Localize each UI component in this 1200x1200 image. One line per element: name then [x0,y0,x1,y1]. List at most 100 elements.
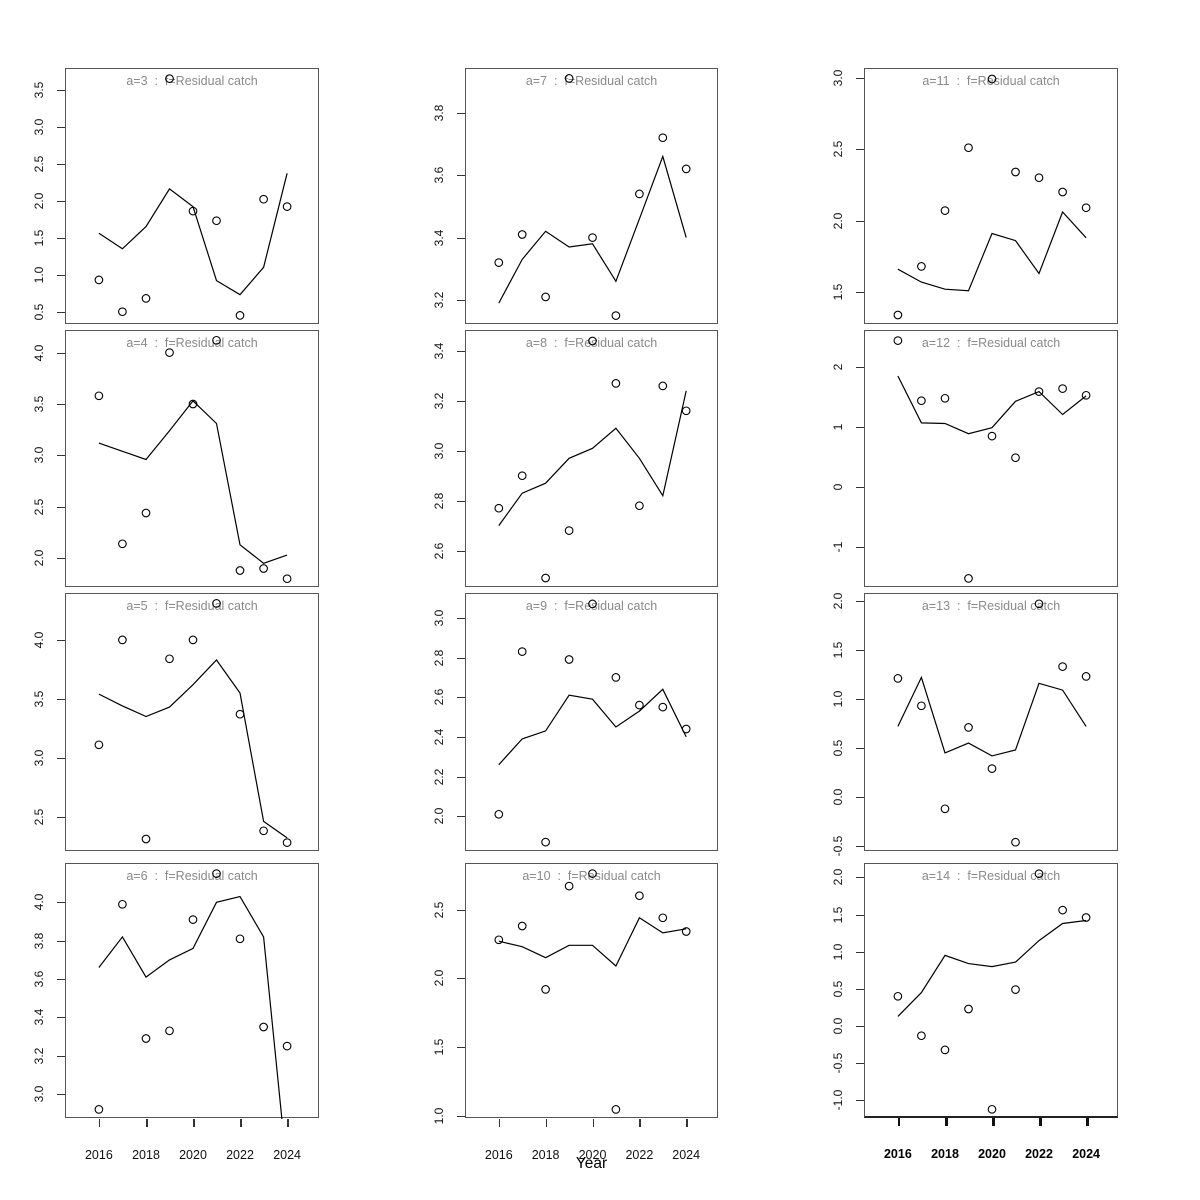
y-tick [856,547,864,549]
fit-line-a-5 [98,659,288,839]
panel-a-3: a=3 : f=Residual catch 0.5 1.0 1.5 2.0 2.5 3.0… [32,68,319,324]
data-point [564,74,574,83]
y-tick-label-text: 2.8 [432,649,446,666]
y-tick-label-text: -0.5 [831,1052,845,1074]
y-tick [856,292,864,294]
y-tick-label-text: 3.2 [432,392,446,410]
data-point [259,1022,268,1032]
data-point [541,837,550,847]
y-tick [856,367,864,368]
y-tick [457,175,465,177]
data-point [94,740,104,750]
data-point [141,508,151,518]
data-point [893,991,903,1001]
data-point [188,206,198,216]
data-point [1011,453,1020,463]
y-tick-label-text: 1 [831,423,845,431]
data-point [235,311,245,320]
data-point [940,1045,950,1055]
data-point [1034,599,1044,609]
y-tick-label-text: -1 [831,541,845,553]
y-tick [856,427,864,429]
x-tick [897,1118,901,1126]
data-point [987,764,997,773]
y-tick-label-text: 1.0 [831,690,845,708]
y-tick [57,237,65,239]
plot-a-14 [893,869,1091,1114]
y-tick [856,988,864,990]
data-point [658,133,668,143]
data-point [987,1104,997,1114]
data-point [212,216,221,226]
data-point [494,503,504,513]
data-point [635,891,644,901]
y-tick-label-text: 3.4 [32,1009,46,1026]
plot-a-12 [893,336,1091,583]
x-tick [98,1119,101,1127]
data-point [635,700,644,710]
y-tick [457,657,465,659]
x-tick-label-text: 2018 [132,1148,160,1162]
y-tick [457,776,465,778]
data-point [681,927,691,936]
data-point [611,311,621,320]
data-point [94,391,104,401]
data-point [588,599,597,609]
fit-line-a-9 [498,688,687,766]
data-point [635,501,644,511]
panel-a-11: a=11 : f=Residual catch 1.5 2.0 2.5 3.0 [831,68,1118,324]
fit-line-a-3 [98,173,288,296]
y-tick [57,89,65,91]
data-point [494,258,504,267]
data-point [165,654,174,664]
y-tick [856,748,864,749]
data-point [1058,187,1067,197]
data-point [564,526,574,535]
x-tick [945,1118,948,1126]
data-point [165,74,174,83]
data-point [564,655,574,664]
y-tick [457,550,465,552]
y-tick [57,163,65,165]
y-tick [57,126,65,128]
y-tick-label-text: 1.0 [32,266,46,284]
data-point [118,899,127,909]
y-tick [457,1116,465,1118]
data-point [917,262,926,271]
y-tick-label-text: 3.0 [831,69,845,86]
y-tick [856,699,864,700]
y-tick-label-text: 3.5 [32,690,46,708]
data-point [282,574,292,584]
data-point [893,310,903,320]
fit-line-a-6 [98,895,283,1119]
y-tick-label-text: 1.0 [432,1107,446,1125]
data-point [282,838,292,847]
data-point [118,635,127,645]
y-tick [856,846,864,848]
y-tick-label-text: 3.8 [32,932,46,950]
y-tick [57,639,65,641]
y-tick-label-text: 0.0 [831,1017,845,1035]
data-point [893,336,903,345]
y-tick-label-text: 1.5 [831,641,845,659]
y-tick [57,902,65,904]
y-tick [457,351,465,352]
data-point [94,1105,104,1114]
data-point [94,275,104,285]
y-tick [856,914,864,916]
y-tick [457,909,465,911]
data-point [917,1031,926,1041]
panel-a-5: a=5 : f=Residual catch 2.5 3.0 3.5 4.0 [32,593,319,851]
plot-a-8 [494,336,691,583]
plot-a-7 [494,74,691,320]
y-tick-label-text: 2.0 [432,970,446,987]
y-tick-label-text: -0.5 [831,835,845,857]
data-point [964,1004,973,1014]
data-point [940,804,950,814]
y-tick-label-text: 2.5 [32,155,46,173]
y-tick [856,649,864,651]
data-point [118,307,127,317]
y-tick-label-text: -1.0 [831,1090,845,1111]
x-tick-label-text: 2022 [226,1148,254,1162]
y-tick-label-text: 3.5 [32,81,46,99]
